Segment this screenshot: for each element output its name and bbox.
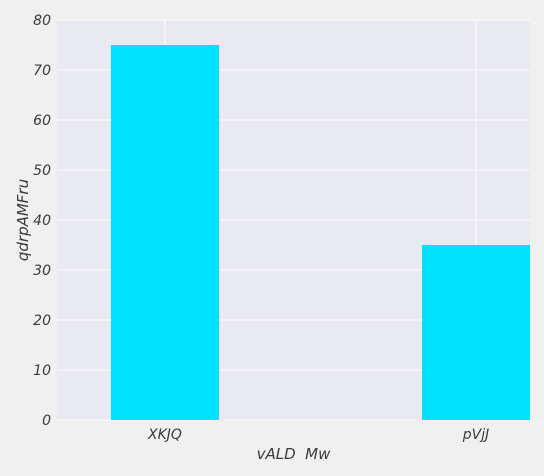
y-axis-label: qdrpAMFru xyxy=(14,179,32,261)
bar-XKJQ xyxy=(111,45,219,420)
y-tick-label: 30 xyxy=(33,263,51,279)
x-tick-label: pVjJ xyxy=(462,427,489,443)
y-tick-label: 10 xyxy=(33,363,51,379)
y-tick-label: 50 xyxy=(33,163,51,179)
y-tick-label: 70 xyxy=(33,63,51,79)
x-axis-label: vALD Mw xyxy=(257,445,332,463)
y-tick-label: 60 xyxy=(33,113,51,129)
bars xyxy=(111,45,530,420)
x-tick-labels: XKJQ pVjJ xyxy=(147,427,489,443)
y-tick-label: 80 xyxy=(33,13,51,29)
y-tick-label: 0 xyxy=(42,413,51,429)
y-tick-label: 40 xyxy=(33,213,51,229)
y-tick-label: 20 xyxy=(33,313,51,329)
bar-pVjJ xyxy=(422,245,530,420)
y-tick-labels: 0 10 20 30 40 50 60 70 80 xyxy=(33,13,51,429)
x-tick-label: XKJQ xyxy=(147,427,182,443)
